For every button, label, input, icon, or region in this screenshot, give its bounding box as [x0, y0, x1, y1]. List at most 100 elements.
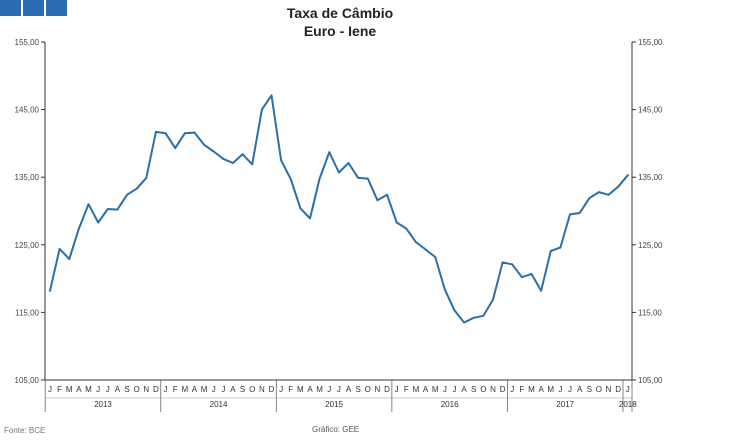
y-tick-label: 145,00	[15, 106, 40, 115]
data-point	[492, 298, 494, 301]
y-tick-label: 135,00	[15, 173, 40, 182]
x-year-label: 2014	[210, 400, 228, 409]
data-point	[49, 289, 51, 292]
data-point	[482, 314, 485, 317]
data-point	[270, 94, 273, 97]
x-month-label: A	[192, 385, 198, 394]
chart-header: Taxa de Câmbio Euro - Iene	[0, 4, 680, 40]
chart-subtitle: Euro - Iene	[303, 23, 377, 39]
x-month-label: J	[96, 385, 100, 394]
x-month-label: A	[76, 385, 82, 394]
x-month-label: J	[279, 385, 283, 394]
x-month-label: D	[384, 385, 390, 394]
y-tick-label: 105,00	[15, 376, 40, 385]
x-month-label: M	[201, 385, 208, 394]
x-month-label: J	[164, 385, 168, 394]
corner-block	[23, 0, 44, 16]
x-month-label: S	[587, 385, 592, 394]
axes: 105,00 105,00 115,00 115,00 125,00 125,00 135,…	[15, 38, 663, 412]
data-point	[405, 227, 408, 230]
y-tick-label-right: 155,00	[638, 38, 663, 47]
data-point	[97, 221, 100, 224]
x-month-label: O	[365, 385, 371, 394]
x-month-label: D	[500, 385, 506, 394]
data-point	[251, 163, 254, 166]
data-point	[598, 191, 600, 193]
x-month-label: F	[404, 385, 409, 394]
x-month-label: J	[395, 385, 399, 394]
x-month-label: S	[240, 385, 245, 394]
y-tick-label-right: 135,00	[638, 173, 663, 182]
corner-block	[46, 0, 67, 16]
data-point	[145, 176, 148, 179]
x-month-label: O	[596, 385, 602, 394]
data-point	[164, 132, 167, 135]
data-point	[376, 199, 379, 202]
x-month-label: D	[269, 385, 275, 394]
data-point	[318, 177, 321, 180]
y-tick-label-right: 105,00	[638, 376, 663, 385]
y-tick-label: 155,00	[15, 38, 40, 47]
data-point	[415, 241, 417, 243]
data-point	[58, 247, 61, 250]
data-point	[241, 153, 244, 156]
x-month-label: A	[346, 385, 352, 394]
x-year-label: 2017	[556, 400, 574, 409]
x-month-label: J	[106, 385, 110, 394]
data-point	[443, 288, 446, 291]
x-month-label: F	[173, 385, 178, 394]
data-point	[183, 132, 186, 135]
data-point	[299, 207, 302, 210]
data-point	[87, 203, 90, 206]
x-month-label: M	[316, 385, 323, 394]
x-month-label: N	[375, 385, 381, 394]
y-tick-label-right: 125,00	[638, 241, 663, 250]
x-month-label: J	[48, 385, 52, 394]
data-point	[549, 249, 552, 252]
data-point	[588, 197, 591, 200]
x-month-label: A	[230, 385, 236, 394]
y-tick-label: 115,00	[15, 308, 39, 317]
data-point	[260, 108, 263, 111]
x-month-label: A	[461, 385, 467, 394]
data-point	[617, 185, 620, 188]
y-tick-label-right: 115,00	[638, 308, 662, 317]
data-point	[135, 187, 138, 190]
data-point	[193, 131, 196, 134]
x-month-label: J	[510, 385, 514, 394]
data-point	[357, 176, 360, 179]
data-point	[68, 258, 71, 260]
x-month-label: J	[452, 385, 456, 394]
data-point	[366, 177, 369, 180]
data-point	[116, 208, 119, 211]
x-month-label: J	[626, 385, 630, 394]
source-note: Fonte: BCE	[4, 426, 46, 435]
data-point	[520, 276, 523, 279]
data-point	[472, 316, 475, 319]
data-point	[626, 174, 629, 177]
x-month-label: J	[212, 385, 216, 394]
data-point	[578, 212, 581, 214]
data-point	[280, 159, 283, 162]
data-point	[559, 246, 562, 249]
data-point	[289, 178, 292, 181]
x-month-label: F	[519, 385, 524, 394]
data-point	[530, 272, 533, 275]
x-month-label: J	[558, 385, 562, 394]
corner-block	[0, 0, 21, 16]
x-month-label: M	[181, 385, 188, 394]
x-month-label: J	[327, 385, 331, 394]
x-month-label: A	[115, 385, 121, 394]
x-year-label: 2013	[94, 400, 112, 409]
x-month-label: J	[443, 385, 447, 394]
chart-title: Taxa de Câmbio	[286, 5, 394, 21]
data-point	[222, 158, 225, 160]
data-point	[338, 171, 340, 174]
data-point	[386, 193, 388, 196]
data-point	[395, 221, 398, 224]
data-point	[155, 131, 157, 133]
x-month-label: J	[221, 385, 225, 394]
y-tick-label: 125,00	[15, 241, 40, 250]
x-month-label: J	[337, 385, 341, 394]
x-month-label: A	[577, 385, 583, 394]
